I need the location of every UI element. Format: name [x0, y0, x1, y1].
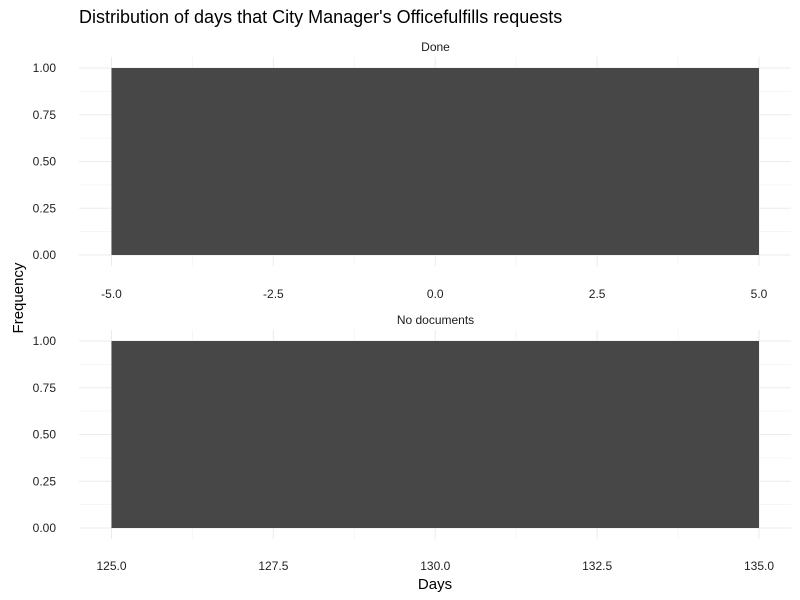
- x-tick-label: 127.5: [258, 559, 288, 573]
- x-axis-label: Days: [418, 576, 452, 593]
- x-tick-label: 135.0: [744, 559, 774, 573]
- y-tick-label: 1.00: [33, 334, 57, 348]
- x-tick-label: 125.0: [96, 559, 126, 573]
- x-tick-label: -5.0: [101, 287, 122, 301]
- y-tick-label: 0.25: [33, 201, 57, 215]
- y-tick-label: 0.00: [33, 248, 57, 262]
- x-tick-label: 0.0: [427, 287, 444, 301]
- histogram-bar: [111, 341, 759, 528]
- x-tick-label: 2.5: [589, 287, 606, 301]
- facet-panels: Done 0.00 0.25 0.50 0.75 1.00 -5.0 -2.5 0.0 2.5 5.…: [33, 40, 791, 573]
- facet-panel-0: Done 0.00 0.25 0.50 0.75 1.00 -5.0 -2.5 0.0 2.5 5.…: [33, 40, 791, 301]
- y-tick-label: 0.50: [33, 428, 57, 442]
- facet-panel-1: No documents 0.00 0.25 0.50 0.75 1.00 125.0 127…: [33, 313, 791, 573]
- y-axis-label: Frequency: [10, 262, 27, 333]
- x-tick-label: 132.5: [582, 559, 612, 573]
- facet-strip-label: No documents: [397, 313, 474, 327]
- y-tick-label: 0.75: [33, 381, 57, 395]
- histogram-bar: [111, 68, 759, 255]
- y-tick-label: 0.50: [33, 155, 57, 169]
- y-tick-label: 0.75: [33, 108, 57, 122]
- x-tick-label: -2.5: [263, 287, 284, 301]
- chart-title: Distribution of days that City Manager's…: [79, 7, 562, 27]
- y-tick-label: 0.25: [33, 474, 57, 488]
- facet-strip-label: Done: [421, 40, 450, 54]
- y-tick-label: 0.00: [33, 521, 57, 535]
- y-tick-label: 1.00: [33, 61, 57, 75]
- x-tick-label: 5.0: [751, 287, 768, 301]
- x-tick-label: 130.0: [420, 559, 450, 573]
